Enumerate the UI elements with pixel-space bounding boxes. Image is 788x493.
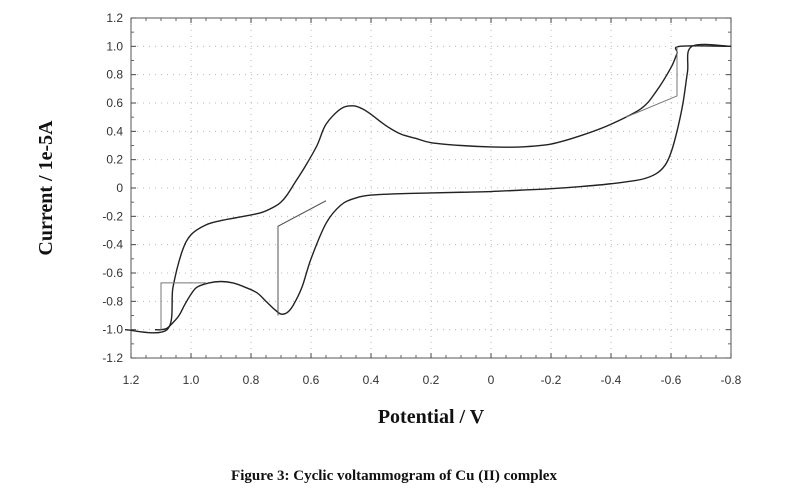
cv-switch-line xyxy=(277,200,327,316)
y-tick-label: -0.4 xyxy=(102,238,123,252)
y-tick-label: -0.8 xyxy=(102,294,123,308)
cv-scan-line xyxy=(154,43,732,331)
y-tick-label: 0.6 xyxy=(106,96,123,110)
data-series xyxy=(124,43,732,334)
x-tick-label: 0.2 xyxy=(423,373,440,387)
x-tick-label: 0.6 xyxy=(303,373,320,387)
y-tick-label: -1.2 xyxy=(102,351,123,365)
y-axis-title: Current / 1e-5A xyxy=(35,120,57,256)
x-tick-label: -0.8 xyxy=(721,373,742,387)
x-tick-label: 1.0 xyxy=(183,373,200,387)
y-tick-label: 0.2 xyxy=(106,153,123,167)
x-tick-label: 0.4 xyxy=(363,373,380,387)
y-tick-label: -1.0 xyxy=(102,323,123,337)
cv-scan-line xyxy=(124,45,732,334)
cv-switch-line xyxy=(625,46,678,118)
y-tick-label: -0.6 xyxy=(102,266,123,280)
figure-caption: Figure 3: Cyclic voltammogram of Cu (II)… xyxy=(231,468,557,484)
y-tick-label: -0.2 xyxy=(102,209,123,223)
x-tick-label: -0.6 xyxy=(661,373,682,387)
y-tick-label: 0 xyxy=(116,181,123,195)
y-tick-label: 0.8 xyxy=(106,68,123,82)
x-tick-label: -0.2 xyxy=(541,373,562,387)
cv-switch-line xyxy=(160,282,206,330)
grid xyxy=(131,18,731,358)
x-tick-label: 0.8 xyxy=(243,373,260,387)
x-tick-label: 1.2 xyxy=(123,373,140,387)
axis-ticks: 1.2 1.0 0.8 0.6 0.4 0.2 0 -0.2 -0.4 -0.6 -0.8 1.2 1.… xyxy=(102,11,741,387)
y-tick-label: 1.0 xyxy=(106,39,123,53)
y-tick-label: 0.4 xyxy=(106,124,123,138)
x-tick-label: -0.4 xyxy=(601,373,622,387)
y-tick-label: 1.2 xyxy=(106,11,123,25)
x-axis-title: Potential / V xyxy=(378,406,485,428)
x-tick-label: 0 xyxy=(488,373,495,387)
